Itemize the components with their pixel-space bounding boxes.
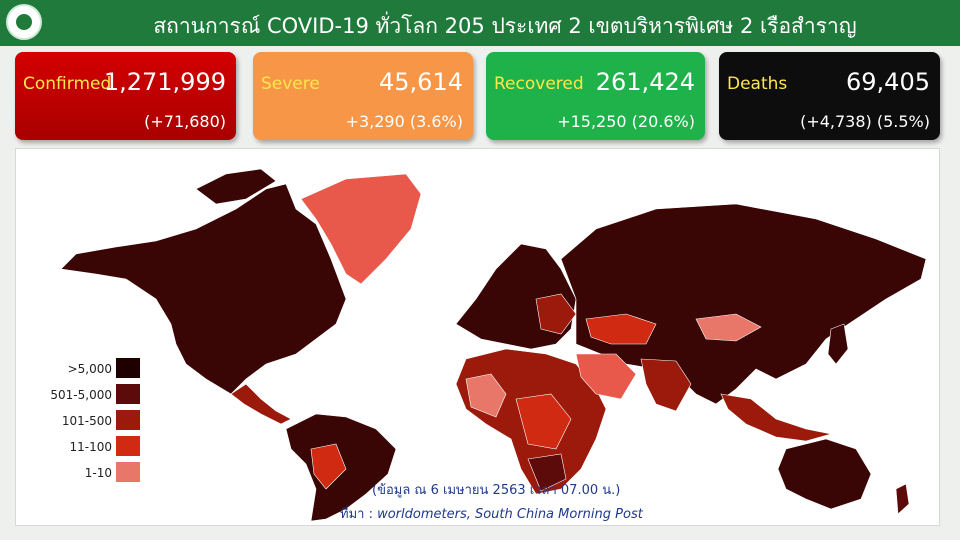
- card-change: +3,290 (3.6%): [345, 112, 463, 131]
- legend-label: 1-10: [84, 466, 112, 480]
- new-zealand: [895, 483, 910, 515]
- legend-item: 1-10: [22, 462, 140, 488]
- stat-card: Severe 45,614 +3,290 (3.6%): [253, 52, 473, 140]
- title: สถานการณ์ COVID-19 ทั่วโลก 205 ประเทศ 2 …: [153, 14, 857, 38]
- world-map: [60, 168, 927, 522]
- legend-swatch: [116, 410, 140, 430]
- legend-item: >5,000: [22, 358, 140, 384]
- africa-central: [515, 393, 572, 450]
- middle-east: [575, 353, 637, 400]
- legend-item: 501-5,000: [22, 384, 140, 410]
- stat-card: Deaths 69,405 (+4,738) (5.5%): [719, 52, 940, 140]
- logo: [6, 4, 42, 40]
- australia: [777, 438, 872, 510]
- card-label: Deaths: [727, 74, 788, 94]
- header: สถานการณ์ COVID-19 ทั่วโลก 205 ประเทศ 2 …: [0, 0, 960, 46]
- card-value: 45,614: [379, 68, 463, 96]
- central-asia: [585, 313, 657, 345]
- legend-swatch: [116, 462, 140, 482]
- mongolia: [695, 313, 762, 342]
- source-text: worldometers, South China Morning Post: [377, 507, 643, 522]
- legend-item: 101-500: [22, 410, 140, 436]
- card-change: +15,250 (20.6%): [557, 112, 695, 131]
- legend-label: >5,000: [67, 362, 112, 376]
- card-label: Severe: [261, 74, 320, 94]
- legend-swatch: [116, 384, 140, 404]
- arctic-islands: [195, 168, 277, 205]
- central-america: [230, 383, 292, 425]
- stat-card: Confirmed 1,271,999 (+71,680): [15, 52, 236, 140]
- europe-east: [535, 293, 577, 335]
- africa-west: [465, 373, 507, 418]
- stat-card: Recovered 261,424 +15,250 (20.6%): [486, 52, 705, 140]
- card-change: (+4,738) (5.5%): [800, 112, 930, 131]
- south-asia: [640, 358, 692, 412]
- southeast-asia: [720, 393, 832, 442]
- legend-label: 11-100: [69, 440, 112, 454]
- legend-swatch: [116, 436, 140, 456]
- legend-label: 501-5,000: [50, 388, 112, 402]
- japan: [827, 323, 849, 365]
- legend-label: 101-500: [61, 414, 112, 428]
- legend-item: 11-100: [22, 436, 140, 462]
- map-panel: [15, 148, 940, 526]
- africa-south: [527, 453, 567, 492]
- south-america-mid: [310, 443, 347, 490]
- card-value: 69,405: [846, 68, 930, 96]
- card-label: Confirmed: [23, 74, 112, 94]
- card-change: (+71,680): [144, 112, 226, 131]
- card-value: 1,271,999: [103, 68, 226, 96]
- greenland: [300, 173, 422, 285]
- legend-swatch: [116, 358, 140, 378]
- legend: >5,000 501-5,000 101-500 11-100 1-10: [22, 358, 140, 488]
- card-value: 261,424: [595, 68, 695, 96]
- source-prefix: ที่มา :: [340, 507, 373, 522]
- note: (ข้อมูล ณ 6 เมษายน 2563 เวลา 07.00 น.): [372, 483, 621, 498]
- source: ที่มา : worldometers, South China Mornin…: [340, 503, 643, 524]
- north-america: [60, 183, 347, 395]
- card-label: Recovered: [494, 74, 584, 94]
